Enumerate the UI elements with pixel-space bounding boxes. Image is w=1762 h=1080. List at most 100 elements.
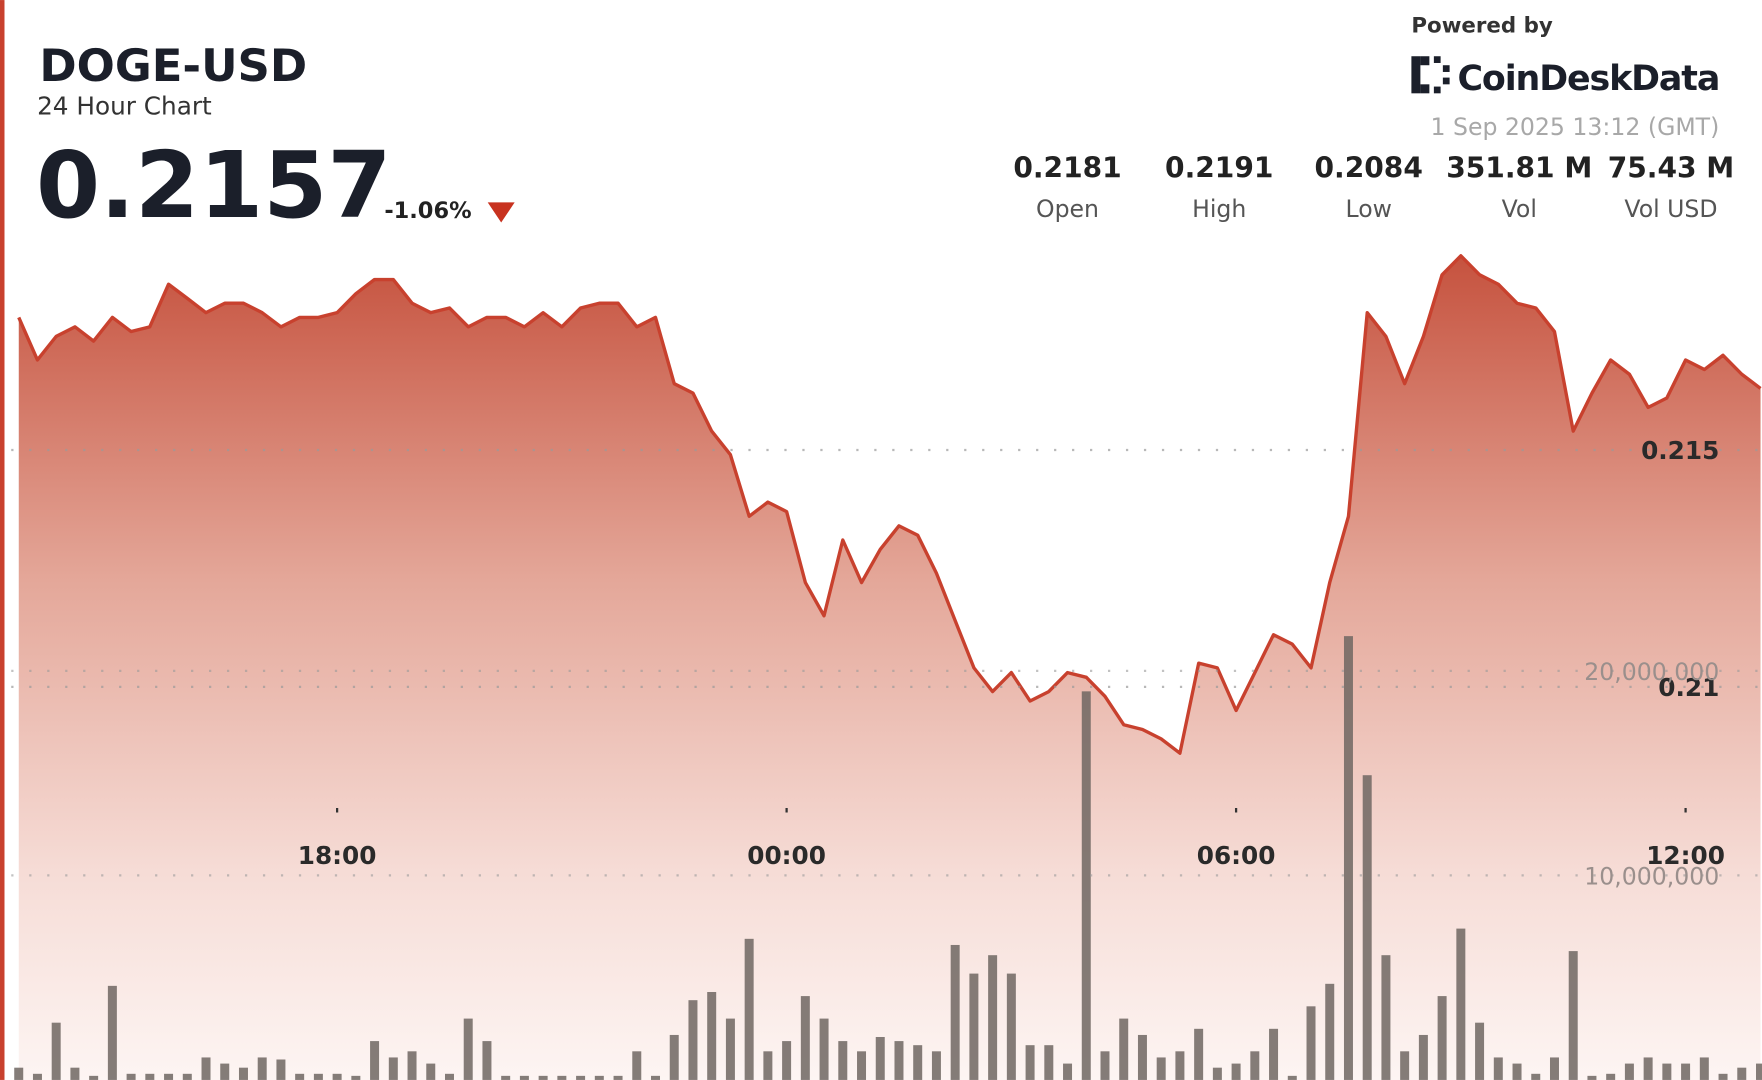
- volume-bar: [32, 1073, 42, 1080]
- volume-bar: [557, 1075, 567, 1080]
- volume-bar: [969, 973, 979, 1080]
- stat-value: 0.2191: [1165, 152, 1273, 185]
- volume-bar: [857, 1051, 867, 1080]
- volume-bar: [1362, 775, 1372, 1080]
- volume-bar: [1194, 1028, 1204, 1080]
- volume-bar: [370, 1041, 380, 1080]
- x-tick-label: 00:00: [747, 841, 826, 870]
- volume-bar: [444, 1073, 454, 1080]
- volume-bar: [1606, 1073, 1616, 1080]
- volume-bar: [744, 938, 754, 1080]
- volume-bar: [1662, 1063, 1672, 1080]
- volume-bar: [1587, 1075, 1597, 1080]
- volume-bar: [1549, 1057, 1559, 1080]
- down-arrow: [487, 202, 515, 223]
- volume-bar: [1475, 1022, 1485, 1080]
- volume-bar: [463, 1018, 473, 1080]
- x-tick-label: 06:00: [1197, 841, 1276, 870]
- volume-bar: [238, 1067, 248, 1080]
- volume-bar: [763, 1051, 773, 1080]
- volume-bar: [1437, 996, 1447, 1080]
- volume-bar: [1325, 983, 1335, 1080]
- volume-bar: [1231, 1063, 1241, 1080]
- x-tick-label: 12:00: [1646, 841, 1725, 870]
- current-price: 0.2157: [36, 131, 392, 239]
- volume-bar: [164, 1073, 174, 1080]
- price-change: -1.06%: [384, 198, 471, 224]
- volume-bar: [1400, 1051, 1410, 1080]
- volume-bar: [1025, 1045, 1035, 1080]
- volume-bar: [988, 955, 998, 1080]
- volume-bar: [426, 1063, 436, 1080]
- volume-bar: [1718, 1073, 1728, 1080]
- volume-bar: [875, 1036, 885, 1080]
- volume-bar: [1756, 1063, 1762, 1080]
- volume-bar: [1287, 1075, 1297, 1080]
- volume-bar: [1006, 973, 1016, 1080]
- volume-bar: [538, 1075, 548, 1080]
- volume-bar: [126, 1073, 136, 1080]
- volume-bar: [220, 1063, 230, 1080]
- stat-value: 0.2181: [1013, 152, 1121, 185]
- volume-bar: [838, 1041, 848, 1080]
- volume-bar: [332, 1073, 342, 1080]
- volume-bar: [407, 1051, 417, 1080]
- volume-bar: [651, 1075, 661, 1080]
- y2-tick-label: 20,000,000: [1584, 658, 1719, 686]
- volume-bar: [1343, 636, 1353, 1080]
- volume-bar: [1175, 1051, 1185, 1080]
- volume-bar: [632, 1051, 642, 1080]
- brand-name: CoinDeskData: [1457, 59, 1719, 99]
- volume-bar: [482, 1041, 492, 1080]
- volume-bar: [388, 1057, 398, 1080]
- volume-bar: [1044, 1045, 1054, 1080]
- volume-bar: [1681, 1063, 1691, 1080]
- y-tick-label: 0.21: [1658, 673, 1719, 702]
- stat-value: 351.81 M: [1446, 152, 1592, 185]
- volume-bar: [1100, 1051, 1110, 1080]
- stat-label: Low: [1345, 195, 1391, 223]
- volume-bar: [1737, 1067, 1747, 1080]
- stat-value: 75.43 M: [1608, 152, 1735, 185]
- brand-logo: [1411, 56, 1450, 94]
- accent-bar: [0, 0, 5, 1080]
- volume-bar: [201, 1057, 211, 1080]
- volume-bar: [295, 1073, 305, 1080]
- price-line: [17, 254, 1762, 755]
- volume-bar: [707, 992, 717, 1080]
- volume-bar: [594, 1075, 604, 1080]
- volume-bar: [107, 985, 117, 1080]
- volume-bar: [1643, 1057, 1653, 1080]
- volume-bar: [70, 1067, 80, 1080]
- subtitle: 24 Hour Chart: [37, 92, 212, 121]
- volume-bar: [1512, 1063, 1522, 1080]
- volume-bar: [1250, 1051, 1260, 1080]
- volume-bar: [725, 1018, 735, 1080]
- volume-bar: [519, 1075, 529, 1080]
- volume-bar: [14, 1067, 24, 1080]
- volume-bar: [351, 1075, 361, 1080]
- volume-bar: [1381, 955, 1391, 1080]
- volume-bar: [1531, 1073, 1541, 1080]
- volume-bar: [1418, 1034, 1428, 1080]
- volume-bar: [501, 1075, 511, 1080]
- volume-bar: [931, 1051, 941, 1080]
- volume-bar: [1212, 1067, 1222, 1080]
- volume-bar: [257, 1057, 267, 1080]
- volume-bar: [313, 1073, 323, 1080]
- volume-bar: [1081, 691, 1091, 1080]
- volume-bar: [688, 1000, 698, 1080]
- volume-bar: [51, 1022, 61, 1080]
- volume-bar: [950, 944, 960, 1080]
- volume-bar: [800, 996, 810, 1080]
- y2-tick-label: 10,000,000: [1584, 862, 1719, 890]
- volume-bar: [819, 1018, 829, 1080]
- title: DOGE-USD: [39, 39, 307, 92]
- volume-bar: [89, 1075, 99, 1080]
- volume-bar: [1493, 1057, 1503, 1080]
- volume-bar: [1568, 951, 1578, 1080]
- volume-bar: [782, 1041, 792, 1080]
- volume-bar: [145, 1073, 155, 1080]
- volume-bar: [1456, 928, 1466, 1080]
- stat-label: Open: [1036, 195, 1099, 223]
